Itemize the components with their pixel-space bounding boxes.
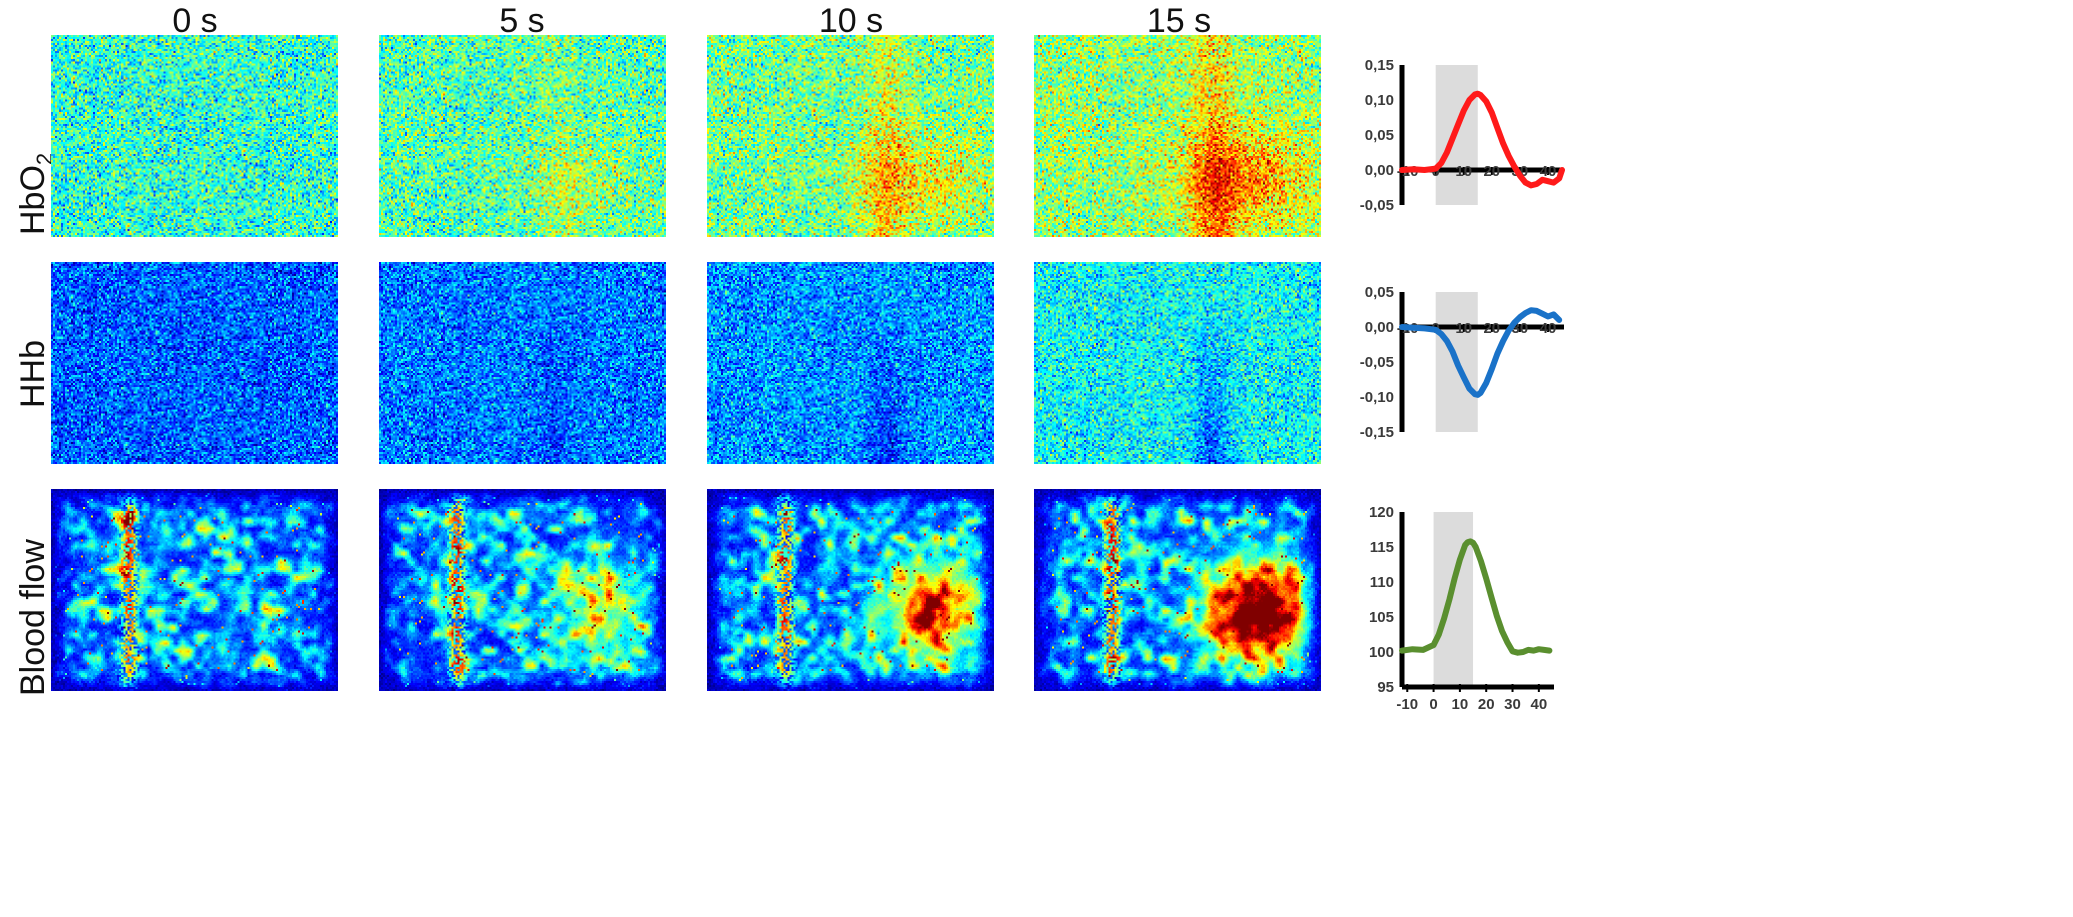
- chart-hhb-timecourse: 0,050,00-0,05-0,10-0,15-10 0 10 20 30 40: [1360, 284, 1564, 441]
- y-tick-label: 0,05: [1365, 127, 1394, 144]
- y-tick-label: 0,10: [1365, 92, 1394, 109]
- heatmap-hhb-0s: [51, 262, 338, 464]
- row-label-hhb: HHb: [14, 340, 53, 408]
- heatmap-bloodflow-10s: [707, 489, 994, 691]
- heatmap-hhb-10s: [707, 262, 994, 464]
- x-tick-label: 20: [1483, 163, 1500, 180]
- heatmap-hhb-5s: [379, 262, 666, 464]
- chart-bloodflow-timecourse: 120 115 110 105 100 95-10 0 10 20 30 40: [1369, 504, 1554, 713]
- x-tick-label: 0: [1429, 696, 1437, 713]
- x-tick-label: 10: [1455, 163, 1472, 180]
- time-label-0s: 0 s: [172, 2, 218, 40]
- row-label-hhb-text: HHb: [14, 339, 52, 408]
- series-line: [1399, 538, 1553, 656]
- y-tick-label: 0,05: [1365, 284, 1394, 301]
- time-label-15s: 15 s: [1146, 2, 1212, 40]
- y-tick-label: 0,00: [1365, 162, 1394, 179]
- series-line: [1399, 307, 1563, 398]
- heatmap-hbo2-5s: [379, 35, 666, 237]
- heatmap-hbo2-10s: [707, 35, 994, 237]
- heatmap-hhb-15s: [1034, 262, 1321, 464]
- chart-hbo2-timecourse: 0,150,100,050,00-0,05-10 0 10 20 30 40: [1360, 57, 1565, 214]
- row-label-blood-flow: Blood flow: [14, 539, 53, 696]
- y-tick-label: 110: [1370, 574, 1394, 591]
- y-tick-label: -0,10: [1360, 389, 1394, 406]
- x-tick-label: 40: [1530, 696, 1547, 713]
- series-line: [1399, 90, 1565, 189]
- y-tick-label: 95: [1377, 679, 1394, 696]
- y-tick-label: 0,15: [1365, 57, 1394, 74]
- y-tick-label: 115: [1370, 539, 1394, 556]
- x-tick-label: -10: [1396, 696, 1418, 713]
- x-tick-label: 20: [1478, 696, 1495, 713]
- row-label-hbo2-text: HbO: [14, 165, 52, 235]
- y-tick-label: 105: [1369, 609, 1394, 626]
- heatmap-bloodflow-15s: [1034, 489, 1321, 691]
- x-tick-label: 10: [1455, 320, 1472, 337]
- time-label-5s: 5 s: [499, 2, 545, 40]
- x-tick-label: 30: [1504, 696, 1521, 713]
- row-label-blood-flow-text: Blood flow: [14, 539, 52, 696]
- x-tick-label: 20: [1483, 320, 1500, 337]
- x-tick-label: 10: [1452, 696, 1469, 713]
- time-label-10s: 10 s: [818, 2, 884, 40]
- x-tick-label: 40: [1540, 320, 1557, 337]
- y-tick-label: -0,05: [1360, 197, 1394, 214]
- heatmap-hbo2-15s: [1034, 35, 1321, 237]
- heatmap-bloodflow-0s: [51, 489, 338, 691]
- heatmap-hbo2-0s: [51, 35, 338, 237]
- y-tick-label: 120: [1369, 504, 1394, 521]
- stimulus-shaded-region: [1433, 512, 1474, 687]
- y-tick-label: 100: [1369, 644, 1394, 661]
- x-tick-label: 40: [1540, 163, 1557, 180]
- y-tick-label: -0,15: [1360, 424, 1394, 441]
- heatmap-bloodflow-5s: [379, 489, 666, 691]
- y-tick-label: -0,05: [1360, 354, 1394, 371]
- y-tick-label: 0,00: [1365, 319, 1394, 336]
